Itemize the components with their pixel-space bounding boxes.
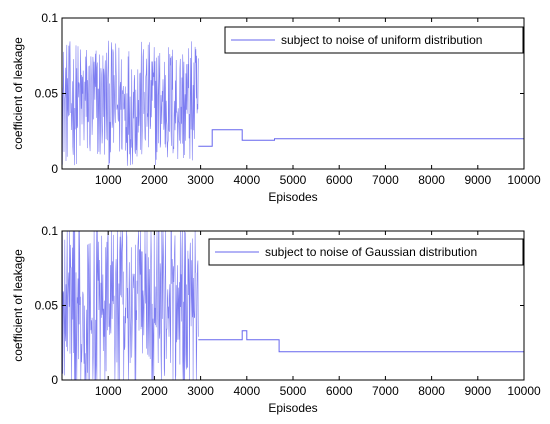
x-tick-label: 6000 bbox=[326, 384, 353, 398]
x-tick-label: 10000 bbox=[507, 173, 541, 187]
x-tick-label: 3000 bbox=[187, 384, 214, 398]
series-step-line bbox=[198, 129, 524, 147]
x-tick-label: 2000 bbox=[141, 384, 168, 398]
x-tick-label: 4000 bbox=[233, 384, 260, 398]
y-tick-label: 0 bbox=[51, 373, 58, 387]
chart-panel-1: 1000 2000 3000 4000 5000 6000 7000 8000 9000 1000… bbox=[11, 11, 541, 204]
x-tick-label: 2000 bbox=[141, 173, 168, 187]
legend-entry-label: subject to noise of uniform distribution bbox=[281, 33, 482, 47]
x-tick-label: 10000 bbox=[507, 384, 541, 398]
x-tick-label: 8000 bbox=[418, 384, 445, 398]
series-step-line bbox=[198, 330, 524, 353]
x-tick-label: 9000 bbox=[464, 384, 491, 398]
chart-panel-2: 1000 2000 3000 4000 5000 6000 7000 8000 9000 1000… bbox=[11, 224, 541, 415]
legend-box bbox=[208, 238, 524, 266]
x-tick-label: 6000 bbox=[326, 173, 353, 187]
x-tick-label: 1000 bbox=[95, 384, 122, 398]
y-tick-label: 0.05 bbox=[35, 299, 59, 313]
legend: subject to noise of Gaussian distributio… bbox=[208, 238, 524, 266]
y-tick-label: 0 bbox=[51, 162, 58, 176]
y-tick-label: 0.1 bbox=[41, 224, 58, 238]
y-axis-label: coefficient of leakage bbox=[11, 249, 25, 362]
x-tick-label: 1000 bbox=[95, 173, 122, 187]
x-tick-label: 5000 bbox=[280, 384, 307, 398]
x-tick-label: 7000 bbox=[372, 173, 399, 187]
y-tick-label: 0.05 bbox=[35, 87, 59, 101]
x-tick-label: 7000 bbox=[372, 384, 399, 398]
x-tick-label: 4000 bbox=[233, 173, 260, 187]
series-noisy-segment bbox=[61, 40, 199, 166]
x-tick-label: 5000 bbox=[280, 173, 307, 187]
x-axis-label: Episodes bbox=[268, 401, 317, 415]
legend-entry-label: subject to noise of Gaussian distributio… bbox=[265, 245, 477, 259]
legend: subject to noise of uniform distribution bbox=[224, 26, 524, 54]
series-noisy-segment bbox=[61, 230, 199, 381]
x-axis-label: Episodes bbox=[268, 190, 317, 204]
x-tick-label: 8000 bbox=[418, 173, 445, 187]
y-axis-label: coefficient of leakage bbox=[11, 37, 25, 150]
x-tick-label: 9000 bbox=[464, 173, 491, 187]
y-tick-label: 0.1 bbox=[41, 11, 58, 25]
x-tick-label: 3000 bbox=[187, 173, 214, 187]
